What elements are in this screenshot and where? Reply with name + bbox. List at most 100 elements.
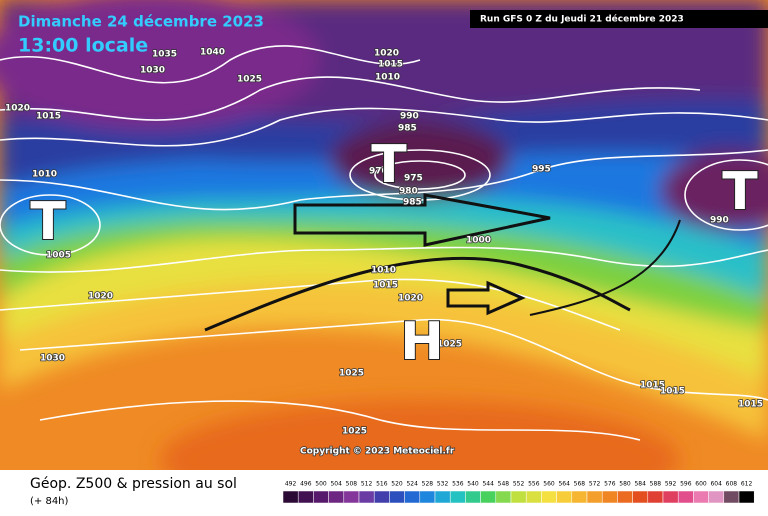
pressure-label: 1030 bbox=[140, 66, 165, 76]
legend-title: Géop. Z500 & pression au sol bbox=[30, 476, 237, 492]
scale-label: 520 bbox=[391, 481, 403, 488]
scale-label: 564 bbox=[558, 481, 570, 488]
scale-swatch bbox=[541, 490, 557, 504]
scale-swatch bbox=[449, 490, 466, 504]
scale-label: 512 bbox=[361, 481, 373, 488]
scale-label: 492 bbox=[285, 481, 297, 488]
pressure-label: 970 bbox=[369, 167, 388, 177]
pressure-label: 990 bbox=[710, 216, 729, 226]
scale-swatch bbox=[708, 490, 725, 504]
pressure-label: 1025 bbox=[342, 427, 367, 437]
pressure-label: 1030 bbox=[40, 354, 65, 364]
pressure-label: 1015 bbox=[640, 381, 665, 391]
scale-label: 528 bbox=[422, 481, 434, 488]
scale-swatch bbox=[632, 490, 649, 504]
scale-swatch bbox=[343, 490, 360, 504]
scale-label: 604 bbox=[710, 481, 722, 488]
scale-label: 584 bbox=[634, 481, 646, 488]
scale-swatch bbox=[313, 490, 329, 504]
scale-label: 600 bbox=[695, 481, 707, 488]
scale-swatch bbox=[328, 490, 345, 504]
pressure-label: 1010 bbox=[375, 73, 400, 83]
scale-label: 504 bbox=[330, 481, 342, 488]
scale-label: 548 bbox=[498, 481, 510, 488]
pressure-label: 1020 bbox=[88, 292, 113, 302]
legend-subtitle: (+ 84h) bbox=[30, 496, 69, 507]
pressure-label: 1015 bbox=[378, 60, 403, 70]
pressure-label: 1015 bbox=[738, 400, 763, 410]
pressure-label: 1010 bbox=[32, 170, 57, 180]
run-box bbox=[470, 10, 768, 28]
pressure-label: 1015 bbox=[373, 281, 398, 291]
pressure-label: 1025 bbox=[437, 340, 462, 350]
scale-swatch bbox=[556, 490, 573, 504]
scale-label: 536 bbox=[452, 481, 464, 488]
scale-label: 568 bbox=[574, 481, 586, 488]
scale-swatch bbox=[434, 490, 451, 504]
pressure-label: 1020 bbox=[374, 49, 399, 59]
date: Dimanche 24 décembre 2023 bbox=[18, 13, 264, 31]
pressure-system: T bbox=[371, 135, 407, 195]
pressure-label: 985 bbox=[398, 124, 417, 134]
pressure-system: H bbox=[400, 312, 444, 372]
scale-swatch bbox=[677, 490, 694, 504]
pressure-label: 1015 bbox=[36, 112, 61, 122]
scale-label: 524 bbox=[406, 481, 418, 488]
scale-swatch bbox=[601, 490, 618, 504]
scale-swatch bbox=[693, 490, 709, 504]
scale-swatch bbox=[419, 490, 436, 504]
pressure-label: 985 bbox=[403, 198, 422, 208]
scale-swatch bbox=[480, 490, 497, 504]
scale-label: 516 bbox=[376, 481, 388, 488]
scale-label: 560 bbox=[543, 481, 555, 488]
scale-swatch bbox=[738, 490, 755, 504]
pressure-label: 1025 bbox=[339, 369, 364, 379]
scale-label: 572 bbox=[589, 481, 601, 488]
scale-label: 608 bbox=[726, 481, 738, 488]
fronts bbox=[204, 193, 681, 332]
scale-label: 508 bbox=[346, 481, 358, 488]
scale-label: 552 bbox=[513, 481, 525, 488]
run-info: Run GFS 0 Z du Jeudi 21 décembre 2023 bbox=[480, 14, 684, 25]
scale-label: 500 bbox=[315, 481, 327, 488]
isobars bbox=[0, 45, 768, 441]
scale-swatch bbox=[373, 490, 390, 504]
scale-swatch bbox=[297, 490, 314, 504]
scale-label: 596 bbox=[680, 481, 692, 488]
pressure-label: 1020 bbox=[5, 104, 30, 114]
pressure-label: 995 bbox=[532, 165, 551, 175]
scale-label: 544 bbox=[482, 481, 494, 488]
scale-label: 592 bbox=[665, 481, 677, 488]
scale-swatch bbox=[465, 490, 481, 504]
scale-swatch bbox=[647, 490, 664, 504]
scale-swatch bbox=[389, 490, 405, 504]
scale-swatch bbox=[586, 490, 603, 504]
scale-label: 576 bbox=[604, 481, 616, 488]
pressure-label: 1015 bbox=[660, 387, 685, 397]
scale-swatch bbox=[662, 490, 679, 504]
scale-label: 612 bbox=[741, 481, 753, 488]
scale-swatch bbox=[617, 490, 633, 504]
pressure-system: T bbox=[30, 192, 66, 252]
scale-swatch bbox=[282, 490, 299, 504]
scale-swatch bbox=[404, 490, 421, 504]
pressure-label: 1025 bbox=[237, 75, 262, 85]
scale-label: 540 bbox=[467, 481, 479, 488]
scale-swatch bbox=[723, 490, 740, 504]
scale-swatch bbox=[510, 490, 527, 504]
scale-swatch bbox=[571, 490, 588, 504]
pressure-label: 980 bbox=[399, 187, 418, 197]
pressure-label: 1020 bbox=[398, 294, 423, 304]
scale-label: 532 bbox=[437, 481, 449, 488]
scale-label: 580 bbox=[619, 481, 631, 488]
scale-label: 496 bbox=[300, 481, 312, 488]
pressure-label: 1040 bbox=[200, 48, 225, 58]
pressure-label: 1000 bbox=[466, 236, 491, 246]
scale-swatch bbox=[358, 490, 375, 504]
pressure-label: 1005 bbox=[46, 251, 71, 261]
copyright: Copyright © 2023 Meteociel.fr bbox=[300, 447, 455, 457]
scale-label: 556 bbox=[528, 481, 540, 488]
local-time: 13:00 locale bbox=[18, 35, 148, 57]
